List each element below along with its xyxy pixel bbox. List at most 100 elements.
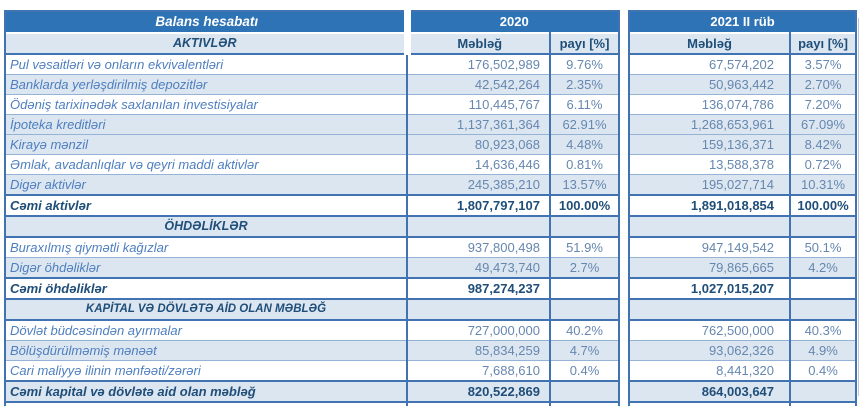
table-row: Dövlət büdcəsindən ayırmalar 727,000,000… <box>4 319 858 341</box>
share-2021-cell: 4.2% <box>790 257 858 278</box>
table-row: Banklarda yerləşdirilmiş depozitlər 42,5… <box>4 74 858 95</box>
row-label: Buraxılmış qiymətli kağızlar <box>4 236 408 258</box>
amount-2020-cell: 80,923,068 <box>407 134 551 155</box>
amount-2020-cell: 1,807,797,107 <box>407 401 551 406</box>
amount-2021-cell <box>628 298 792 320</box>
amount-2021-cell: 947,149,542 <box>628 236 792 258</box>
column-gutter <box>619 54 630 75</box>
share-2021-cell: 67.09% <box>790 114 858 135</box>
share-2021-cell: 10.31% <box>790 174 858 195</box>
section-aktivler: AKTIVLƏR <box>4 32 411 54</box>
amount-2020-cell: 7,688,610 <box>407 360 551 381</box>
column-gutter <box>619 154 630 175</box>
row-label: Digər aktivlər <box>4 174 408 195</box>
row-label: Pul vəsaitləri və onların ekvivalentləri <box>4 53 408 75</box>
row-label: Cəmi öhdəliklər <box>4 277 408 299</box>
total-liabilities-row: Cəmi öhdəliklər 987,274,237 1,027,015,20… <box>4 277 858 299</box>
section-title: ÖHDƏLİKLƏR <box>4 215 408 237</box>
table-row: Digər aktivlər 245,385,210 13.57% 195,02… <box>4 174 858 195</box>
column-gutter <box>619 11 630 33</box>
table-row: Ödəniş tarixinədək saxlanılan investisiy… <box>4 94 858 115</box>
column-gutter <box>619 299 630 320</box>
share-2020-cell <box>550 277 621 299</box>
share-2021-cell: 50.1% <box>790 236 858 258</box>
share-2020-cell: 6.11% <box>550 94 621 115</box>
row-label: Cari maliyyə ilinin mənfəəti/zərəri <box>4 360 408 381</box>
table-row: Kirayə mənzil 80,923,068 4.48% 159,136,3… <box>4 134 858 155</box>
amount-2020-cell <box>407 298 551 320</box>
table-row: Buraxılmış qiymətli kağızlar 937,800,498… <box>4 236 858 258</box>
share-2021-cell: 100.00% <box>790 194 858 216</box>
amount-2020-cell: 1,807,797,107 <box>407 194 551 216</box>
row-label: Dövlət büdcəsindən ayırmalar <box>4 319 408 341</box>
amount-2020-cell: 176,502,989 <box>407 53 551 75</box>
total-liabilities-capital-row: Cəmi öhdəliklər və kapital 1,807,797,107… <box>4 401 858 406</box>
amount-2020-cell: 820,522,869 <box>407 380 551 402</box>
row-label: Cəmi öhdəliklər və kapital <box>4 401 408 406</box>
column-gutter <box>619 134 630 155</box>
share-2020-cell: 4.48% <box>550 134 621 155</box>
pane-edge-line <box>858 18 859 396</box>
amount-2021-cell <box>628 215 792 237</box>
section-title: KAPİTAL VƏ DÖVLƏTƏ AİD OLAN MƏBLƏĞ <box>4 298 408 320</box>
row-label: İpoteka kreditləri <box>4 114 408 135</box>
share-2020-cell: 51.9% <box>550 236 621 258</box>
share-2021-cell: 100.0% <box>790 401 858 406</box>
share-2020-cell: 4.7% <box>550 340 621 361</box>
amount-2021-cell: 1,891,018,854 <box>628 194 792 216</box>
share-2021-cell: 0.4% <box>790 360 858 381</box>
amount-2021-cell: 762,500,000 <box>628 319 792 341</box>
table-row: Bölüşdürülməmiş mənəət 85,834,259 4.7% 9… <box>4 340 858 361</box>
share-2020-cell <box>550 215 621 237</box>
table-row: Pul vəsaitləri və onların ekvivalentləri… <box>4 53 858 75</box>
share-2020-cell <box>550 298 621 320</box>
row-label: Banklarda yerləşdirilmiş depozitlər <box>4 74 408 95</box>
column-gutter <box>619 216 630 237</box>
share-2021-cell: 40.3% <box>790 319 858 341</box>
row-label: Cəmi aktivlər <box>4 194 408 216</box>
share-2020-cell: 2.7% <box>550 257 621 278</box>
amount-2020-cell: 987,274,237 <box>407 277 551 299</box>
share-2020-cell: 62.91% <box>550 114 621 135</box>
share-2020-cell: 100.0% <box>550 401 621 406</box>
column-gutter <box>619 402 630 406</box>
amount-2021-cell: 8,441,320 <box>628 360 792 381</box>
share-2020-cell <box>550 380 621 402</box>
share-2021-cell: 2.70% <box>790 74 858 95</box>
column-gutter <box>619 237 630 258</box>
share-2020-cell: 100.00% <box>550 194 621 216</box>
amount-2021-cell: 79,865,665 <box>628 257 792 278</box>
row-label: Digər öhdəliklər <box>4 257 408 278</box>
share-2020-cell: 9.76% <box>550 53 621 75</box>
amount-2021-cell: 195,027,714 <box>628 174 792 195</box>
amount-2021-cell: 1,027,015,207 <box>628 277 792 299</box>
row-label: Kirayə mənzil <box>4 134 408 155</box>
amount-2020-cell: 727,000,000 <box>407 319 551 341</box>
share-2021-cell: 8.42% <box>790 134 858 155</box>
share-2021-cell: 4.9% <box>790 340 858 361</box>
share-2020-cell: 40.2% <box>550 319 621 341</box>
column-gutter <box>619 278 630 299</box>
section-kapital-row: KAPİTAL VƏ DÖVLƏTƏ AİD OLAN MƏBLƏĞ <box>4 298 858 320</box>
section-ohdelikler-row: ÖHDƏLİKLƏR <box>4 215 858 237</box>
amount-2021-cell: 67,574,202 <box>628 53 792 75</box>
amount-2021-cell: 136,074,786 <box>628 94 792 115</box>
amount-2021-cell: 93,062,326 <box>628 340 792 361</box>
amount-2020-cell: 1,137,361,364 <box>407 114 551 135</box>
share-2020-cell: 13.57% <box>550 174 621 195</box>
share-2020-cell: 0.4% <box>550 360 621 381</box>
share-2020-header: payı [%] <box>550 32 621 54</box>
balance-sheet-table: Balans hesabatı 2020 2021 II rüb AKTIVLƏ… <box>4 10 858 406</box>
table-row: İpoteka kreditləri 1,137,361,364 62.91% … <box>4 114 858 135</box>
amount-2020-cell: 110,445,767 <box>407 94 551 115</box>
amount-2020-cell: 49,473,740 <box>407 257 551 278</box>
period-2020-header: 2020 <box>407 10 621 33</box>
column-gutter <box>619 381 630 402</box>
column-gutter <box>619 340 630 361</box>
amount-2021-cell: 13,588,378 <box>628 154 792 175</box>
share-2021-header: payı [%] <box>790 32 858 54</box>
row-label: Əmlak, avadanlıqlar və qeyri maddi aktiv… <box>4 154 408 175</box>
amount-2020-cell: 42,542,264 <box>407 74 551 95</box>
amount-2020-cell: 937,800,498 <box>407 236 551 258</box>
